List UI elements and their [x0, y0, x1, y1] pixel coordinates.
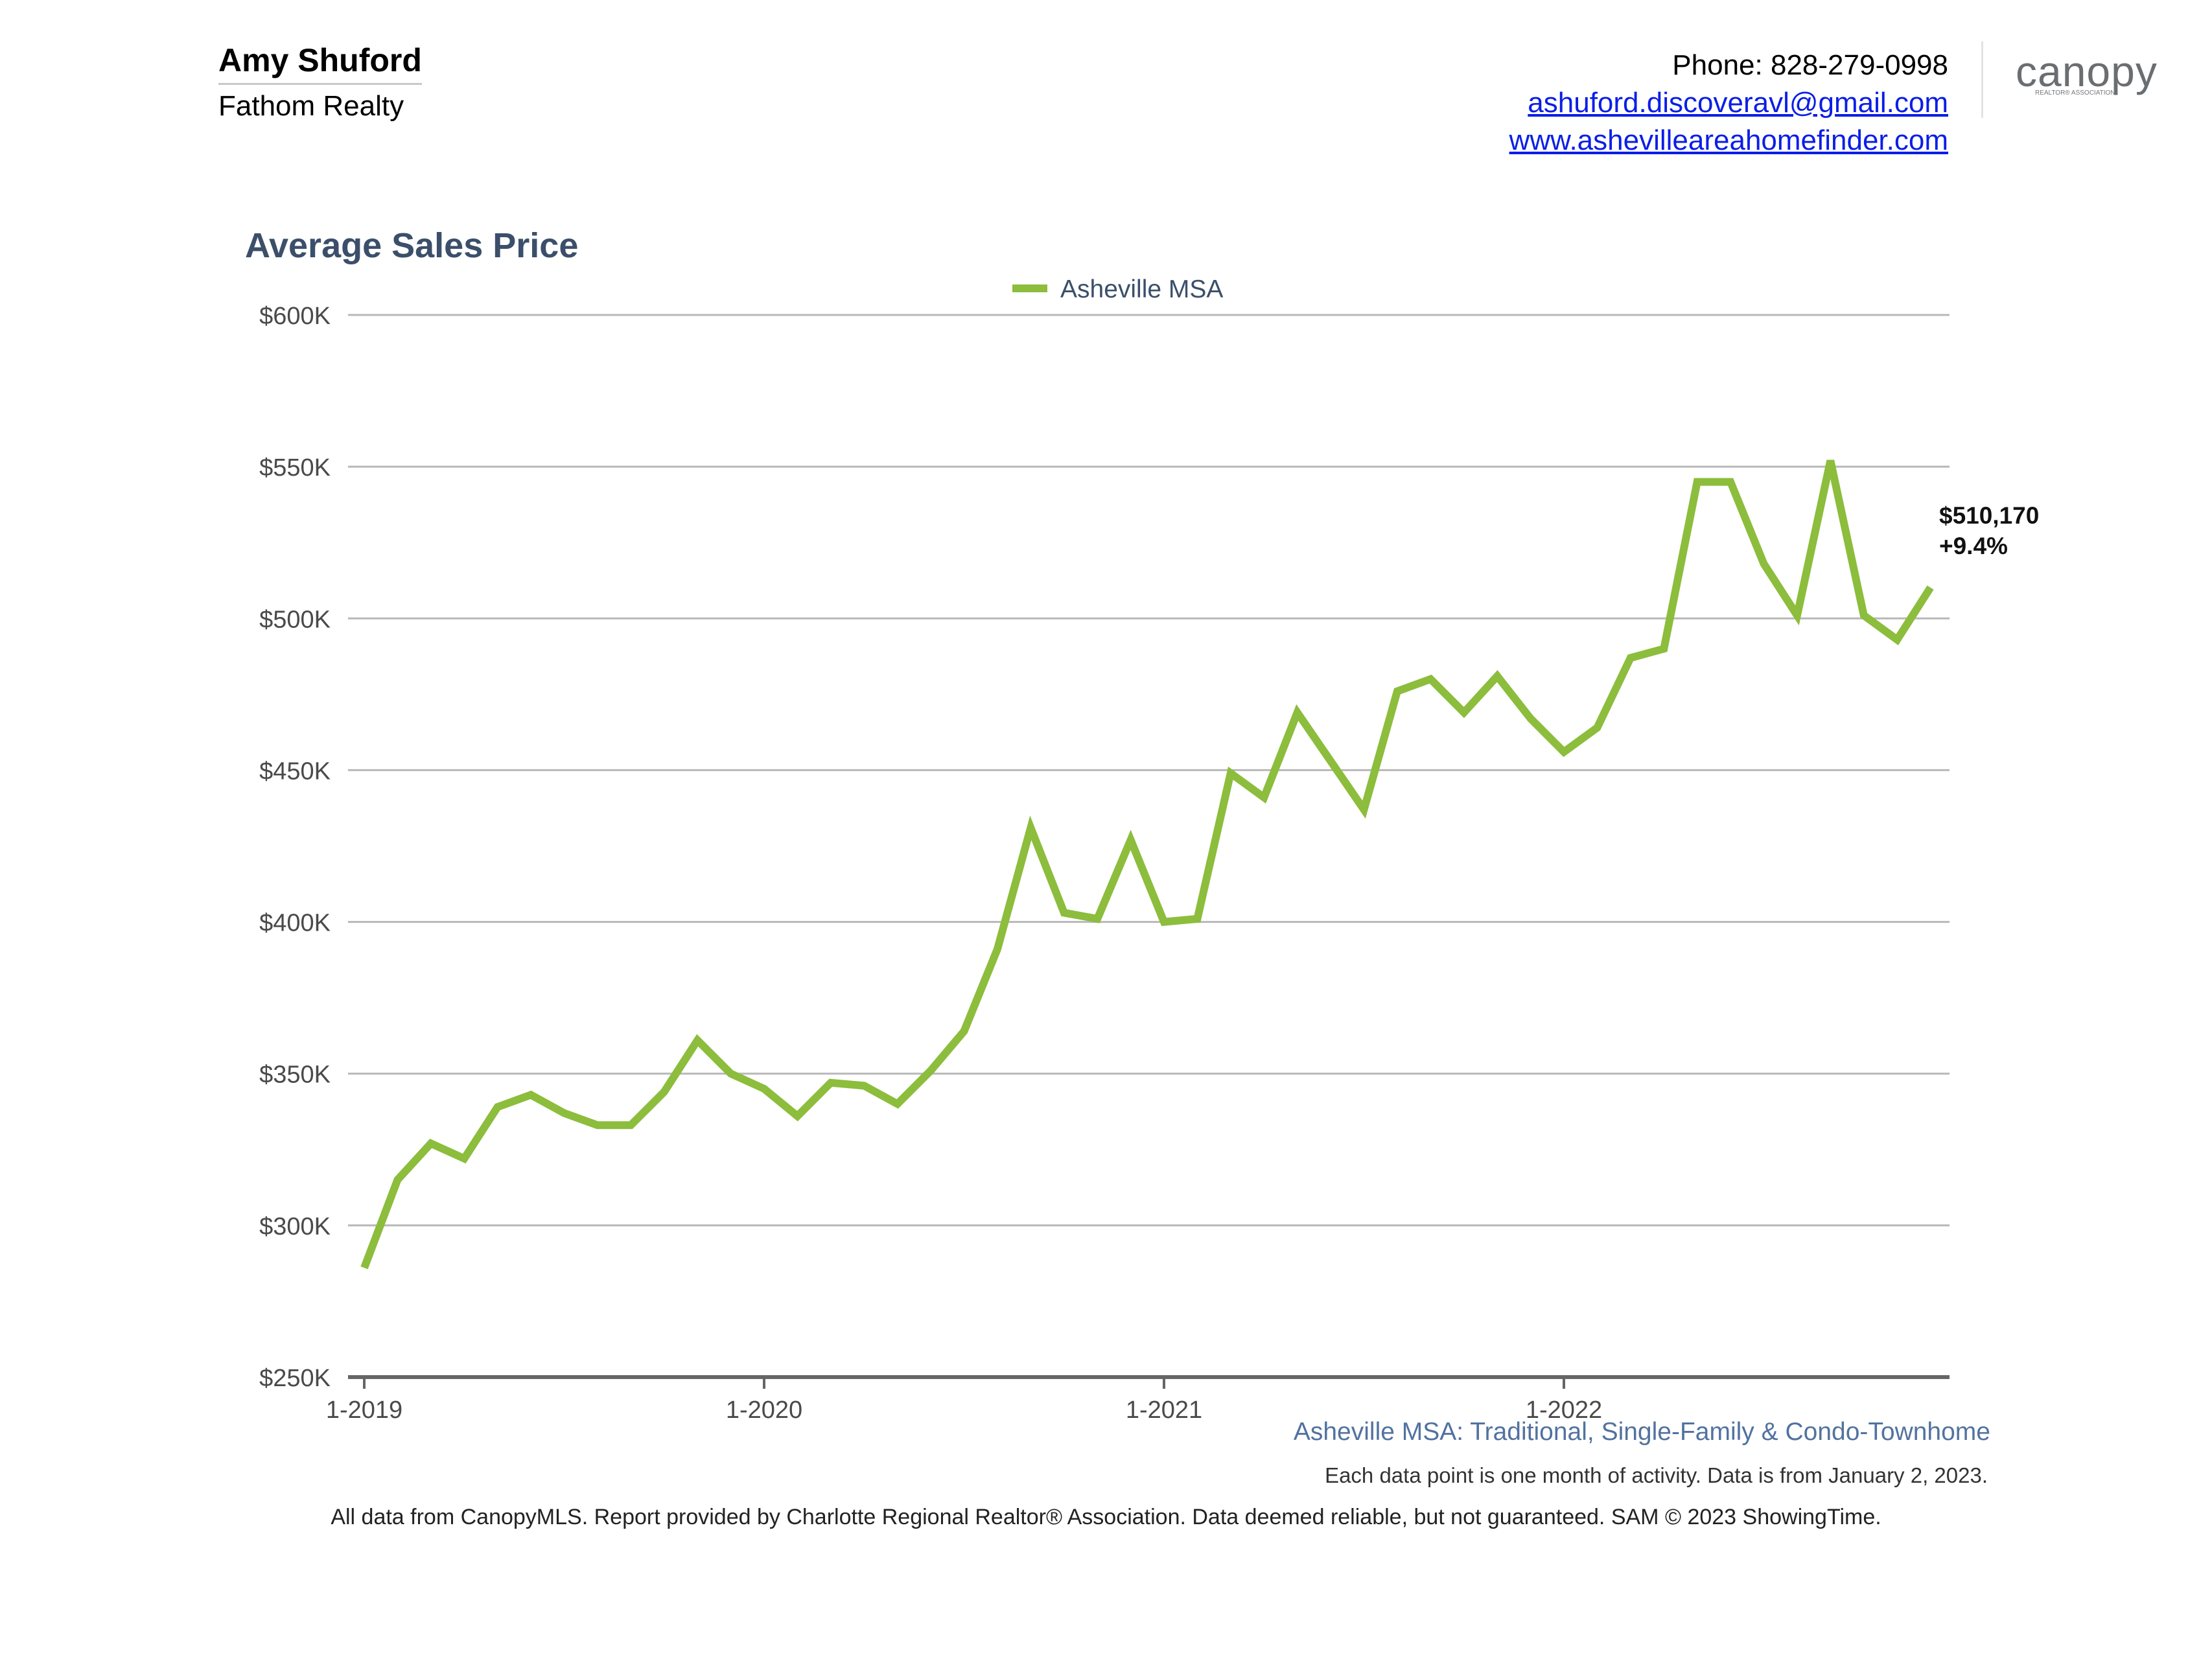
- website-link[interactable]: www.ashevilleareahomefinder.com: [1509, 124, 1948, 156]
- x-tick-label: 1-2021: [1126, 1397, 1202, 1424]
- logo-wordmark: canopy: [2016, 47, 2158, 95]
- series-description: Asheville MSA: Traditional, Single-Famil…: [1293, 1418, 1990, 1446]
- logo-divider: [1981, 41, 1983, 118]
- y-tick-label: $550K: [259, 454, 331, 481]
- x-tick-label: 1-2020: [726, 1397, 802, 1424]
- end-value-label: $510,170: [1939, 502, 2039, 529]
- data-note: Each data point is one month of activity…: [1325, 1463, 1988, 1487]
- y-tick-label: $500K: [259, 606, 331, 633]
- line-chart: $250K $300K $350K $400K $450K $500K $550K $600K…: [259, 275, 2039, 1424]
- contact-info: Phone: 828-279-0998 ashuford.discoveravl…: [1509, 47, 1948, 159]
- series-line-asheville-msa: [360, 459, 1934, 1270]
- x-tick-label: 1-2022: [1526, 1397, 1602, 1424]
- canopy-logo: canopy REALTOR® ASSOCIATION: [2016, 47, 2165, 105]
- phone-number: Phone: 828-279-0998: [1672, 49, 1948, 81]
- y-tick-label: $300K: [259, 1213, 331, 1240]
- y-tick-label: $600K: [259, 303, 331, 330]
- x-tick-label: 1-2019: [326, 1397, 402, 1424]
- end-change-label: +9.4%: [1939, 533, 2008, 559]
- y-tick-label: $400K: [259, 910, 331, 937]
- y-tick-label: $350K: [259, 1062, 331, 1089]
- agent-header: Amy Shuford Fathom Realty: [218, 41, 422, 122]
- chart-title: Average Sales Price: [245, 226, 579, 265]
- brokerage-name: Fathom Realty: [218, 90, 404, 122]
- source-note: All data from CanopyMLS. Report provided…: [331, 1505, 1881, 1529]
- agent-name: Amy Shuford: [218, 41, 422, 85]
- y-tick-label: $450K: [259, 758, 331, 785]
- legend-label: Asheville MSA: [1060, 275, 1223, 303]
- email-link[interactable]: ashuford.discoveravl@gmail.com: [1528, 87, 1948, 119]
- logo-subtext: REALTOR® ASSOCIATION: [2035, 89, 2115, 97]
- y-tick-label: $250K: [259, 1365, 331, 1392]
